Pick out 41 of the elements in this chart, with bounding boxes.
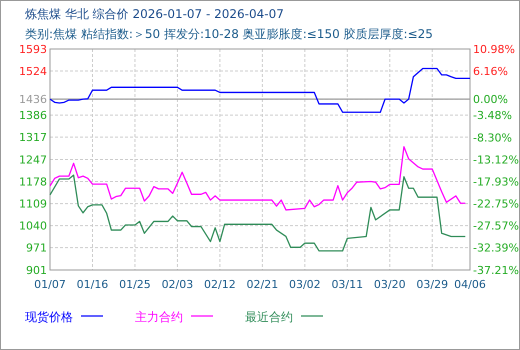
x-tick-label: 02/21 bbox=[246, 278, 278, 291]
y-tick-label: 1247 bbox=[19, 153, 47, 166]
y2-tick-label: -22.75% bbox=[473, 198, 519, 211]
line-series bbox=[49, 174, 466, 252]
legend-label: 最近合约 bbox=[245, 310, 293, 324]
y-tick-label: 1109 bbox=[19, 197, 47, 210]
x-tick-label: 01/07 bbox=[34, 278, 66, 291]
x-tick-label: 04/06 bbox=[454, 278, 486, 291]
y2-tick-label: 6.16% bbox=[473, 64, 508, 78]
y2-tick-label: -3.48% bbox=[473, 109, 512, 122]
y2-tick-label: 0.00% bbox=[473, 93, 508, 106]
y-tick-label: 1436 bbox=[19, 92, 47, 106]
y2-tick-label: -37.21% bbox=[473, 264, 519, 277]
line-series bbox=[49, 146, 466, 211]
x-tick-label: 03/20 bbox=[374, 278, 406, 291]
y-tick-label: 971 bbox=[26, 241, 47, 254]
y-tick-label: 1386 bbox=[19, 108, 47, 122]
x-tick-label: 01/25 bbox=[119, 278, 151, 291]
y-tick-label: 1524 bbox=[19, 64, 47, 78]
y2-tick-label: -17.93% bbox=[473, 175, 519, 188]
y2-tick-label: -32.39% bbox=[473, 242, 519, 255]
y-tick-label: 901 bbox=[26, 264, 47, 277]
legend-label: 主力合约 bbox=[135, 310, 183, 324]
x-tick-label: 03/11 bbox=[331, 278, 364, 291]
y2-tick-label: -27.57% bbox=[473, 220, 519, 233]
y2-tick-label: 10.98% bbox=[473, 42, 515, 56]
x-tick-label: 03/02 bbox=[288, 278, 321, 291]
line-series bbox=[49, 68, 471, 113]
x-tick-label: 02/12 bbox=[204, 278, 236, 291]
x-tick-label: 01/16 bbox=[76, 278, 108, 291]
x-tick-label: 03/29 bbox=[416, 278, 448, 291]
y-tick-label: 1040 bbox=[19, 219, 47, 232]
chart-subtitle: 类别:焦煤 粘结指数:＞50 挥发分:10-28 奥亚膨胀度:≤150 胶质层厚度:≤25 bbox=[25, 27, 433, 41]
y-tick-label: 1593 bbox=[19, 42, 47, 56]
y2-tick-label: -13.12% bbox=[473, 153, 519, 166]
y-tick-label: 1178 bbox=[19, 175, 47, 188]
x-tick-label: 02/03 bbox=[162, 278, 194, 291]
legend-label: 现货价格 bbox=[25, 310, 73, 324]
chart-title: 炼焦煤 华北 综合价 2026-01-07 - 2026-04-07 bbox=[25, 7, 284, 21]
y2-tick-label: -8.30% bbox=[473, 131, 512, 144]
y-tick-label: 1317 bbox=[19, 130, 47, 144]
